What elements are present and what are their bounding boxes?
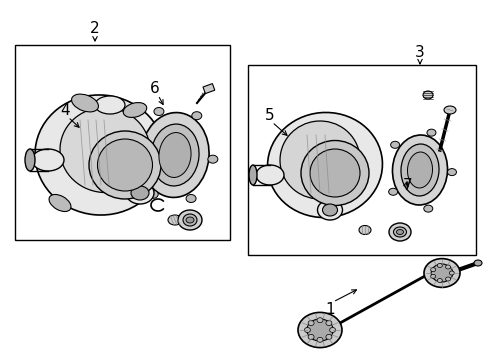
Bar xyxy=(15,45,229,240)
Ellipse shape xyxy=(393,227,406,237)
Ellipse shape xyxy=(325,334,331,339)
Ellipse shape xyxy=(95,96,125,114)
Ellipse shape xyxy=(89,131,161,199)
Ellipse shape xyxy=(306,319,332,341)
Ellipse shape xyxy=(430,274,435,278)
Ellipse shape xyxy=(445,277,449,281)
Ellipse shape xyxy=(185,217,194,223)
Ellipse shape xyxy=(123,103,146,117)
Ellipse shape xyxy=(325,320,331,325)
Bar xyxy=(203,84,214,94)
Ellipse shape xyxy=(423,205,432,212)
Ellipse shape xyxy=(436,264,442,267)
Ellipse shape xyxy=(445,265,449,269)
Ellipse shape xyxy=(400,144,438,196)
Ellipse shape xyxy=(316,318,323,323)
Text: 4: 4 xyxy=(60,103,70,117)
Ellipse shape xyxy=(423,258,459,287)
Ellipse shape xyxy=(168,215,182,225)
Ellipse shape xyxy=(388,188,397,195)
Ellipse shape xyxy=(392,135,447,205)
Ellipse shape xyxy=(148,190,158,198)
Ellipse shape xyxy=(436,279,442,283)
Ellipse shape xyxy=(49,194,71,212)
Text: 3: 3 xyxy=(414,45,424,59)
Ellipse shape xyxy=(430,267,435,272)
Ellipse shape xyxy=(316,337,323,342)
Ellipse shape xyxy=(443,106,455,114)
Text: 7: 7 xyxy=(403,177,412,193)
Ellipse shape xyxy=(256,165,284,185)
Ellipse shape xyxy=(307,320,313,325)
Ellipse shape xyxy=(473,260,481,266)
Ellipse shape xyxy=(396,230,403,234)
Bar xyxy=(247,65,475,255)
Ellipse shape xyxy=(329,328,335,333)
Ellipse shape xyxy=(97,139,152,191)
Ellipse shape xyxy=(207,155,218,163)
Ellipse shape xyxy=(317,200,342,220)
Text: 5: 5 xyxy=(264,108,274,122)
Ellipse shape xyxy=(297,312,341,348)
Ellipse shape xyxy=(151,124,199,186)
Ellipse shape xyxy=(132,147,142,155)
Ellipse shape xyxy=(309,149,359,197)
Ellipse shape xyxy=(141,113,209,197)
Ellipse shape xyxy=(71,94,98,112)
Ellipse shape xyxy=(32,149,64,171)
Ellipse shape xyxy=(25,149,35,171)
Ellipse shape xyxy=(390,141,399,148)
Ellipse shape xyxy=(35,95,164,215)
Ellipse shape xyxy=(280,121,359,199)
Ellipse shape xyxy=(358,225,370,234)
Ellipse shape xyxy=(126,182,154,204)
Ellipse shape xyxy=(307,334,313,339)
Ellipse shape xyxy=(191,112,202,120)
Ellipse shape xyxy=(185,194,196,203)
Ellipse shape xyxy=(183,214,197,226)
Ellipse shape xyxy=(430,264,452,282)
Ellipse shape xyxy=(154,108,163,116)
Ellipse shape xyxy=(248,165,257,185)
Ellipse shape xyxy=(448,271,453,275)
Ellipse shape xyxy=(447,168,455,176)
Text: 1: 1 xyxy=(325,302,334,318)
Ellipse shape xyxy=(322,204,337,216)
Ellipse shape xyxy=(304,328,310,333)
Ellipse shape xyxy=(426,129,435,136)
Text: 2: 2 xyxy=(90,21,100,36)
Ellipse shape xyxy=(301,140,368,206)
Ellipse shape xyxy=(267,112,382,217)
Ellipse shape xyxy=(422,91,432,99)
Ellipse shape xyxy=(388,223,410,241)
Ellipse shape xyxy=(159,132,191,177)
Ellipse shape xyxy=(131,186,149,200)
Text: 6: 6 xyxy=(150,81,160,95)
Ellipse shape xyxy=(178,210,202,230)
Ellipse shape xyxy=(60,108,150,193)
Ellipse shape xyxy=(407,152,431,188)
